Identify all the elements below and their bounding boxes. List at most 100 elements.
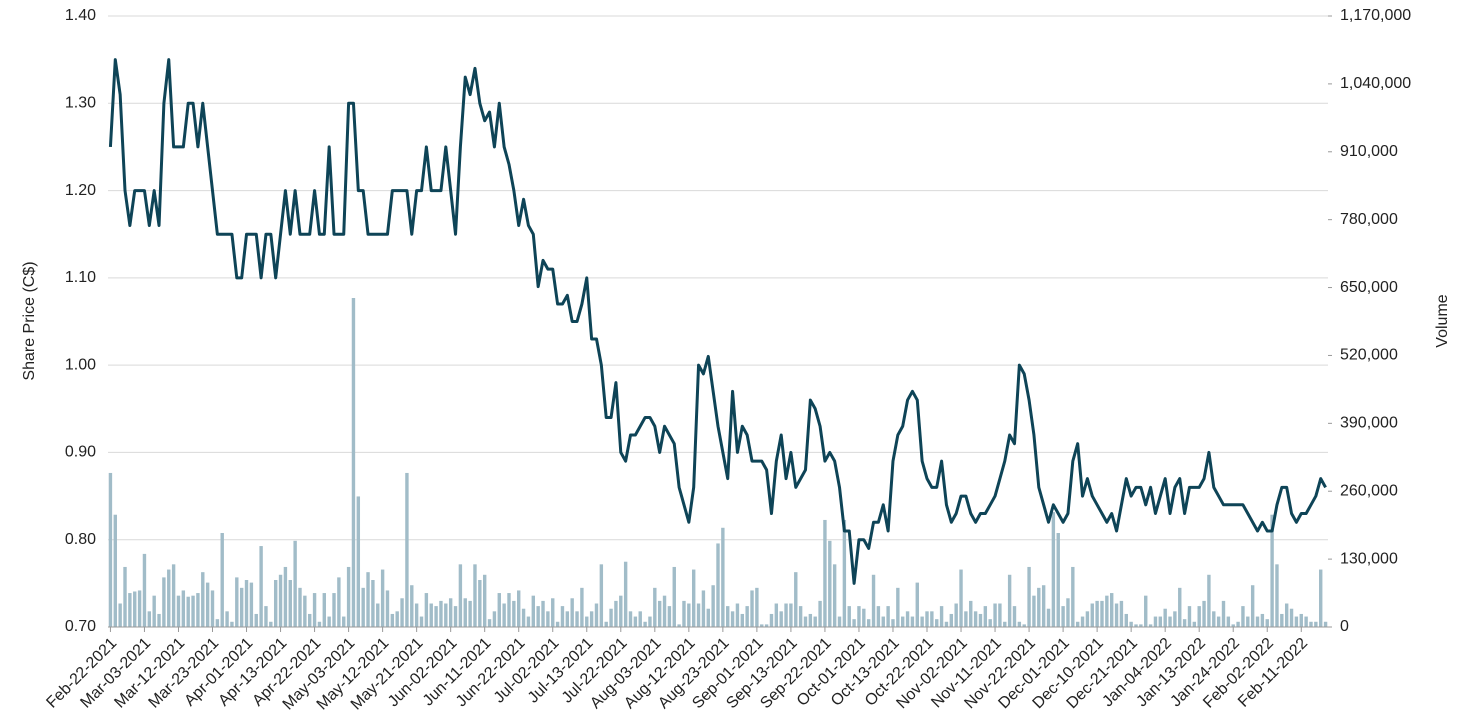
volume-bar xyxy=(293,540,297,627)
volume-bar xyxy=(1080,616,1085,627)
volume-bar xyxy=(1212,611,1216,627)
volume-bar xyxy=(910,616,915,627)
volume-bar xyxy=(1309,621,1313,627)
volume-bar xyxy=(599,564,604,627)
volume-bar xyxy=(657,600,662,627)
volume-bar xyxy=(1202,600,1206,627)
volume-bar xyxy=(142,553,147,627)
volume-bar xyxy=(482,574,487,627)
volume-bar xyxy=(113,514,117,627)
y-tick-label: 1.30 xyxy=(65,95,96,112)
y-tick-label: 1.10 xyxy=(65,269,96,286)
y2-tick-label: 390,000 xyxy=(1340,415,1398,432)
volume-bar xyxy=(380,569,385,627)
volume-bar xyxy=(1066,598,1070,627)
volume-bar xyxy=(487,619,492,627)
volume-bar xyxy=(123,566,127,627)
volume-bar xyxy=(1319,569,1323,627)
volume-bar xyxy=(1012,606,1017,627)
y2-tick-label: 0 xyxy=(1340,618,1349,635)
volume-bar xyxy=(239,587,244,627)
volume-bar xyxy=(1105,595,1109,627)
volume-bar xyxy=(468,600,472,627)
volume-bar xyxy=(726,606,730,627)
volume-bar xyxy=(750,590,754,627)
volume-bar xyxy=(225,611,229,627)
volume-bar xyxy=(798,606,803,627)
volume-bar xyxy=(502,603,506,627)
volume-bar xyxy=(1095,600,1099,627)
volume-bar xyxy=(230,621,234,627)
volume-bar xyxy=(1178,587,1182,627)
volume-bar xyxy=(298,587,302,627)
volume-bar xyxy=(308,613,312,627)
volume-bar xyxy=(803,616,808,627)
volume-bar xyxy=(133,591,137,627)
volume-bar xyxy=(930,611,934,627)
volume-bar xyxy=(633,616,638,627)
volume-bar xyxy=(760,624,764,627)
volume-bar xyxy=(935,619,939,627)
volume-bar xyxy=(575,611,579,627)
volume-bar xyxy=(463,598,467,627)
volume-bar xyxy=(1226,616,1231,627)
volume-bar xyxy=(312,593,317,627)
volume-bar xyxy=(327,616,331,627)
volume-bar xyxy=(949,613,954,627)
volume-bar xyxy=(444,603,448,627)
volume-bar xyxy=(818,600,822,627)
volume-bar xyxy=(400,598,404,627)
volume-bar xyxy=(862,608,866,627)
volume-bar xyxy=(1022,624,1026,627)
y2-tick-label: 130,000 xyxy=(1340,550,1398,567)
volume-bar xyxy=(167,569,171,627)
volume-bar xyxy=(414,603,419,627)
volume-bar xyxy=(740,613,745,627)
volume-bar xyxy=(273,580,278,627)
volume-bar xyxy=(429,603,433,627)
volume-bar xyxy=(521,608,526,627)
volume-bar xyxy=(1270,514,1274,627)
volume-bar xyxy=(905,611,910,627)
volume-bar xyxy=(959,569,963,627)
volume-bar xyxy=(410,585,414,627)
volume-bar xyxy=(1041,585,1046,627)
volume-bar xyxy=(1017,621,1022,627)
volume-bar xyxy=(337,577,341,627)
volume-bar xyxy=(405,472,409,627)
volume-bar xyxy=(220,533,224,627)
y2-tick-label: 910,000 xyxy=(1340,143,1398,160)
volume-bar xyxy=(1216,616,1221,627)
volume-bar xyxy=(137,590,142,627)
volume-bar xyxy=(1289,608,1294,627)
volume-bar xyxy=(896,587,900,627)
volume-bar xyxy=(847,606,851,627)
y2-tick-label: 520,000 xyxy=(1340,347,1398,364)
volume-bar xyxy=(551,598,555,627)
volume-bar xyxy=(1119,600,1124,627)
y2-tick-label: 1,170,000 xyxy=(1340,7,1411,24)
volume-bar xyxy=(541,600,545,627)
volume-bar xyxy=(662,595,667,627)
y2-tick-label: 260,000 xyxy=(1340,482,1398,499)
volume-bar xyxy=(1129,621,1133,627)
volume-bar xyxy=(1255,616,1260,627)
volume-bar xyxy=(283,566,288,627)
volume-bar xyxy=(269,621,273,627)
volume-bar xyxy=(998,603,1002,627)
volume-bar xyxy=(434,606,438,627)
volume-bar xyxy=(857,606,861,627)
volume-bar xyxy=(1182,619,1187,627)
volume-bar xyxy=(1299,613,1303,627)
volume-bar xyxy=(1207,574,1211,627)
volume-bar xyxy=(371,580,375,627)
volume-bar xyxy=(842,519,847,627)
volume-bar xyxy=(1163,608,1167,627)
volume-bar xyxy=(988,619,992,627)
volume-bar xyxy=(915,582,919,627)
volume-bar xyxy=(808,613,813,627)
volume-bar xyxy=(594,603,599,627)
volume-bar xyxy=(1051,512,1056,627)
volume-bar xyxy=(604,621,608,627)
volume-bar xyxy=(876,606,881,627)
